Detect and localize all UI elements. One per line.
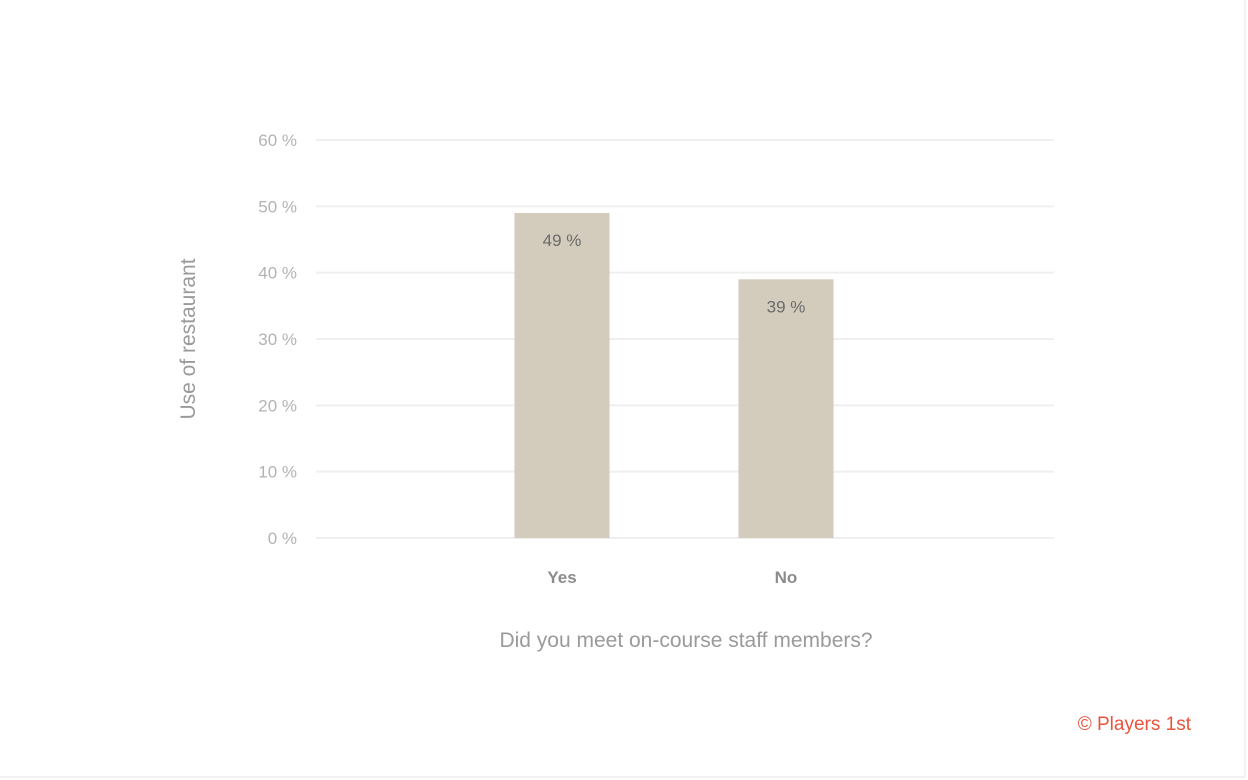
data-label-no: 39 % xyxy=(767,297,806,316)
bar-yes[interactable] xyxy=(514,212,610,538)
category-label-yes: Yes xyxy=(547,568,576,587)
y-tick-label: 20 % xyxy=(258,396,297,415)
y-axis-ticks: 0 % 10 % 20 % 30 % 40 % 50 % 60 % xyxy=(258,131,297,548)
y-tick-label: 30 % xyxy=(258,330,297,349)
data-label-yes: 49 % xyxy=(543,231,582,250)
y-tick-label: 10 % xyxy=(258,463,297,482)
bar-no[interactable] xyxy=(738,279,834,538)
bars xyxy=(514,212,834,538)
category-label-no: No xyxy=(775,568,798,587)
y-tick-label: 50 % xyxy=(258,197,297,216)
y-axis-title: Use of restaurant xyxy=(177,258,200,419)
y-tick-label: 0 % xyxy=(268,529,297,548)
x-axis-categories: Yes No xyxy=(547,568,797,587)
copyright-credit[interactable]: © Players 1st xyxy=(1077,714,1191,735)
data-labels: 49 % 39 % xyxy=(543,231,806,316)
y-tick-label: 60 % xyxy=(258,131,297,150)
x-axis-title: Did you meet on-course staff members? xyxy=(499,629,872,652)
grid-lines xyxy=(316,139,1054,539)
y-tick-label: 40 % xyxy=(258,264,297,283)
